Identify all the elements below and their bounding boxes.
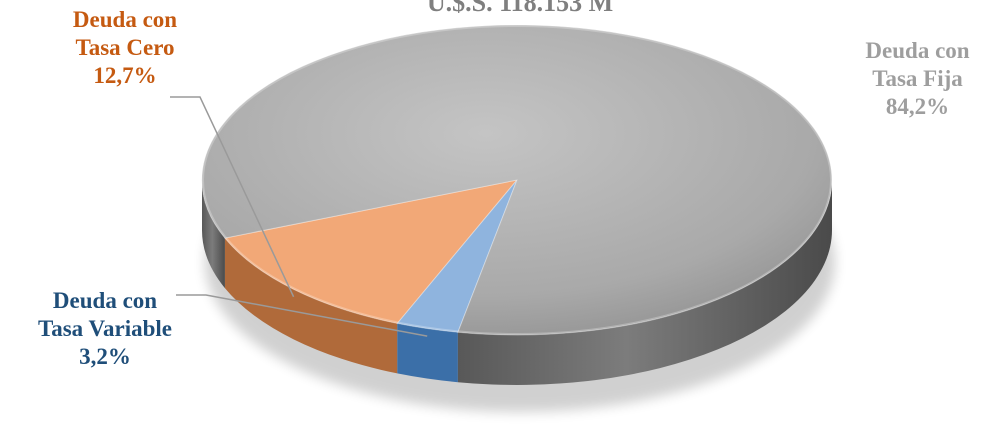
slice-side-deuda-con-tasa-variable	[397, 323, 458, 383]
chart-title: U.$.S. 118.153 M	[426, 0, 614, 17]
pie-rim	[202, 25, 832, 335]
pie-slice-deuda-con-tasa-variable	[396, 179, 518, 333]
label-percent: 84,2%	[885, 94, 950, 119]
pie-slice-deuda-con-tasa-cero	[223, 179, 519, 324]
slice-label-tasa-fija: Deuda con Tasa Fija 84,2%	[840, 37, 995, 121]
leader-line-deuda-con-tasa-variable	[176, 294, 428, 337]
slice-label-tasa-variable: Deuda con Tasa Variable 3,2%	[5, 287, 205, 371]
label-percent: 3,2%	[79, 344, 131, 369]
label-line: Tasa Variable	[37, 316, 172, 341]
label-line: Tasa Cero	[75, 35, 175, 60]
label-percent: 12,7%	[93, 63, 157, 88]
pie-slice-deuda-con-tasa-fija	[201, 24, 833, 336]
slice-side-deuda-con-tasa-fija	[201, 180, 225, 289]
label-line: Deuda con	[865, 38, 970, 63]
leader-line-deuda-con-tasa-cero	[170, 96, 295, 298]
slice-side-deuda-con-tasa-cero	[224, 238, 398, 374]
slice-label-tasa-cero: Deuda con Tasa Cero 12,7%	[40, 6, 210, 90]
slice-side-deuda-con-tasa-fija	[457, 180, 832, 385]
label-line: Deuda con	[52, 288, 158, 313]
label-line: Tasa Fija	[872, 66, 963, 91]
label-line: Deuda con	[72, 7, 178, 32]
